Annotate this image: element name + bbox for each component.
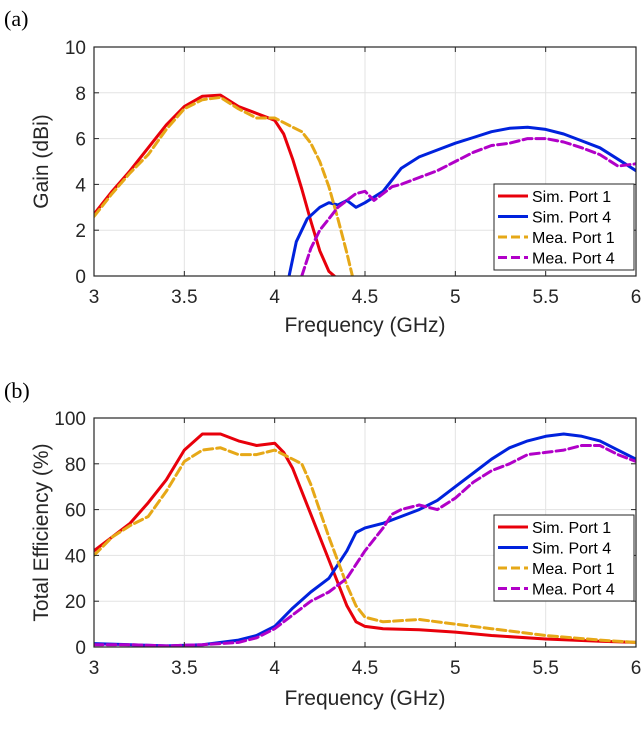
- series-line-mea-port-1: [94, 446, 636, 644]
- x-tick-label: 5.5: [532, 287, 558, 308]
- y-tick-label: 40: [65, 546, 86, 567]
- x-tick-label: 6: [631, 287, 642, 308]
- legend: Sim. Port 1 Sim. Port 4 Mea. Port 1 Mea. Po…: [493, 514, 635, 602]
- y-tick-label: 100: [54, 409, 86, 430]
- legend-label: Mea. Port 4: [532, 251, 615, 268]
- y-tick-label: 10: [65, 38, 86, 59]
- x-tick-label: 6: [631, 658, 642, 679]
- legend-label: Mea. Port 1: [532, 230, 615, 247]
- legend-label: Mea. Port 4: [532, 582, 615, 599]
- x-tick-label: 3: [89, 287, 100, 308]
- y-tick-label: 6: [75, 130, 86, 151]
- y-tick-label: 60: [65, 501, 86, 522]
- x-tick-label: 5: [450, 287, 461, 308]
- y-tick-label: 80: [65, 455, 86, 476]
- series-line-sim-port-4: [287, 125, 636, 276]
- x-tick-label: 5: [450, 658, 461, 679]
- y-tick-label: 20: [65, 592, 86, 613]
- legend-label: Sim. Port 4: [532, 210, 611, 227]
- legend-box: [493, 514, 635, 602]
- legend: Sim. Port 1 Sim. Port 4 Mea. Port 1 Mea. Po…: [493, 183, 635, 271]
- x-tick-label: 3.5: [171, 287, 197, 308]
- y-tick-label: 8: [75, 84, 86, 105]
- panel-label: (a): [4, 6, 28, 31]
- y-tick-label: 0: [75, 267, 86, 288]
- panel-label: (b): [4, 378, 30, 403]
- x-tick-label: 5.5: [532, 658, 558, 679]
- series-group: [94, 432, 636, 647]
- legend-label: Mea. Port 1: [532, 561, 615, 578]
- y-tick-label: 0: [75, 638, 86, 659]
- y-tick-label: 2: [75, 221, 86, 242]
- y-axis-label: Total Efficiency (%): [30, 443, 53, 621]
- x-axis-label: Frequency (GHz): [284, 687, 445, 710]
- series-group: [94, 93, 636, 276]
- series-line-mea-port-1: [94, 95, 354, 276]
- series-line-sim-port-1: [94, 432, 636, 644]
- series-line-mea-port-4: [94, 444, 636, 647]
- series-line-mea-port-4: [300, 137, 636, 276]
- x-tick-label: 4: [269, 287, 280, 308]
- x-tick-label: 3.5: [171, 658, 197, 679]
- legend-label: Sim. Port 1: [532, 520, 611, 537]
- chart-panel-1: (a) 3 3.5 4 4.5 5 5.5 6 0 2 4 6 8 10 Frequency (GHz) Ga…: [4, 6, 641, 337]
- legend-label: Sim. Port 1: [532, 189, 611, 206]
- series-line-sim-port-4: [94, 432, 636, 647]
- x-tick-label: 4.5: [352, 287, 378, 308]
- x-tick-label: 4.5: [352, 658, 378, 679]
- x-axis-label: Frequency (GHz): [284, 314, 445, 337]
- y-axis-label: Gain (dBi): [30, 114, 53, 209]
- x-tick-label: 3: [89, 658, 100, 679]
- series-line-sim-port-1: [94, 93, 336, 276]
- legend-label: Sim. Port 4: [532, 541, 611, 558]
- y-tick-label: 4: [75, 175, 86, 196]
- legend-box: [493, 183, 635, 271]
- x-tick-label: 4: [269, 658, 280, 679]
